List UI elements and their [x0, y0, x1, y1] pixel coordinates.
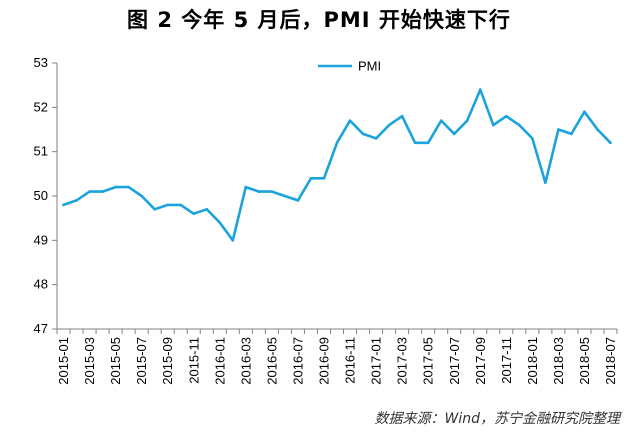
- y-tick-label: 48: [34, 277, 48, 292]
- data-point: [218, 221, 222, 224]
- series-line-pmi: [62, 88, 612, 242]
- y-tick-label: 47: [34, 321, 48, 336]
- data-point: [270, 190, 274, 193]
- data-point: [374, 137, 378, 140]
- data-point: [505, 114, 508, 118]
- data-point: [75, 199, 78, 202]
- x-tick-label: 2016-01: [212, 337, 227, 385]
- data-point: [348, 119, 352, 122]
- data-point: [426, 141, 430, 145]
- x-tick-label: 2017-05: [421, 337, 436, 385]
- y-axis-ticks: 47 48 49 50 51 52 53: [34, 55, 57, 336]
- x-tick-label: 2017-09: [473, 337, 488, 385]
- data-point: [518, 123, 521, 127]
- x-tick-label: 2015-11: [186, 337, 201, 384]
- x-tick-label: 2018-01: [525, 337, 540, 385]
- data-point: [570, 132, 573, 136]
- data-point: [153, 208, 156, 211]
- x-tick-label: 2017-07: [447, 337, 462, 385]
- y-tick-label: 49: [34, 232, 48, 247]
- data-point: [231, 239, 235, 242]
- data-source-note: 数据来源：Wind，苏宁金融研究院整理: [374, 411, 621, 427]
- legend: PMI: [318, 59, 381, 74]
- x-tick-label: 2018-05: [577, 337, 592, 385]
- x-tick-label: 2015-09: [160, 337, 175, 385]
- data-point: [531, 137, 534, 140]
- data-point: [413, 141, 417, 145]
- x-tick-label: 2018-03: [551, 337, 566, 385]
- data-point: [452, 132, 456, 136]
- data-point: [400, 114, 404, 118]
- data-point: [335, 141, 339, 145]
- data-point: [166, 203, 169, 207]
- data-point: [179, 203, 183, 207]
- data-point: [205, 208, 209, 211]
- x-tick-label: 2015-05: [108, 337, 123, 385]
- x-tick-label: 2015-01: [56, 337, 71, 385]
- data-point: [244, 185, 248, 189]
- x-tick-label: 2018-07: [603, 337, 618, 385]
- x-tick-label: 2017-01: [369, 337, 384, 385]
- data-point: [192, 212, 196, 216]
- data-point: [296, 199, 300, 202]
- x-tick-label: 2016-07: [290, 337, 305, 385]
- y-tick-label: 53: [34, 55, 48, 70]
- data-point: [283, 194, 287, 198]
- y-tick-label: 52: [34, 99, 48, 114]
- data-point: [439, 119, 443, 122]
- data-point: [491, 123, 495, 127]
- data-point: [596, 128, 599, 131]
- data-point: [361, 132, 365, 136]
- data-point: [114, 185, 117, 189]
- legend-label-pmi: PMI: [358, 59, 381, 74]
- data-point: [544, 181, 547, 184]
- data-point: [583, 110, 586, 114]
- y-tick-label: 50: [34, 188, 48, 203]
- data-point: [322, 176, 326, 180]
- x-axis-ticks: 2015-01 2015-03 2015-05 2015-07 2015-09 2015-…: [56, 329, 618, 385]
- x-tick-label: 2015-03: [82, 337, 97, 385]
- x-tick-label: 2015-07: [134, 337, 149, 385]
- data-point: [387, 123, 391, 127]
- x-tick-label: 2016-03: [238, 337, 253, 385]
- x-tick-label: 2017-11: [499, 337, 514, 384]
- series-group: [62, 88, 612, 242]
- data-point: [609, 141, 612, 145]
- data-point: [101, 190, 104, 193]
- x-tick-label: 2017-03: [395, 337, 410, 385]
- data-point: [557, 128, 560, 131]
- data-point: [62, 203, 65, 207]
- y-tick-label: 51: [34, 144, 48, 159]
- x-tick-label: 2016-09: [317, 337, 332, 385]
- chart-title: 图 2 今年 5 月后，PMI 开始快速下行: [127, 8, 511, 32]
- x-tick-label: 2016-11: [343, 337, 358, 384]
- data-point: [140, 194, 143, 198]
- data-point: [465, 119, 469, 122]
- data-point: [309, 176, 313, 180]
- data-point: [478, 88, 482, 91]
- data-point: [257, 190, 261, 193]
- data-point: [127, 185, 130, 189]
- data-point: [88, 190, 91, 193]
- x-tick-label: 2016-05: [264, 337, 279, 385]
